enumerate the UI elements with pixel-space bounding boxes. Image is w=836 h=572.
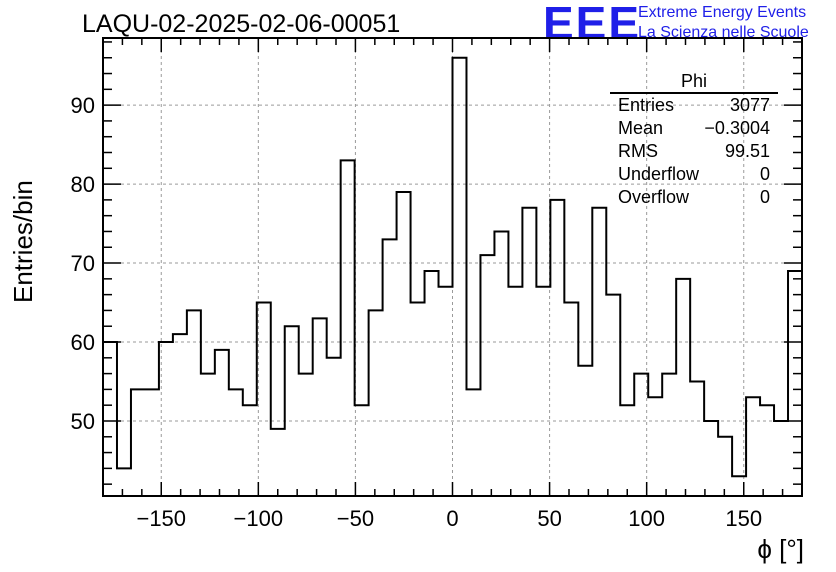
histogram-bin	[536, 287, 550, 496]
stats-row-mean: Mean −0.3004	[610, 117, 778, 140]
histogram-bin	[159, 342, 173, 496]
histogram-bin	[620, 405, 634, 496]
stats-row-overflow: Overflow 0	[610, 186, 778, 209]
histogram-bin	[369, 310, 383, 496]
histogram-outline	[102, 56, 803, 496]
x-tick-label: 0	[446, 506, 458, 531]
stats-value: 0	[759, 187, 770, 207]
histogram-bin	[299, 374, 313, 496]
histogram-bin	[117, 468, 131, 496]
stats-value: 99.51	[724, 141, 770, 161]
x-axis-label: ϕ [°]	[757, 534, 804, 564]
y-tick-label: 60	[71, 330, 95, 355]
histogram-bin	[662, 374, 676, 496]
stats-label: Mean	[618, 118, 664, 138]
histogram-bin	[439, 287, 453, 496]
histogram-bin	[592, 208, 606, 496]
histogram-bin	[425, 271, 439, 496]
histogram-bin	[466, 389, 480, 496]
stats-title: Phi	[610, 70, 778, 94]
stats-label: Entries	[618, 95, 675, 115]
logo-text-line2: La Scienza nelle Scuole	[638, 24, 809, 41]
histogram-bin	[578, 366, 592, 496]
histogram-bin	[201, 374, 215, 496]
histogram-bin	[634, 374, 648, 496]
stats-value: −0.3004	[704, 118, 770, 138]
logo-text-line1: Extreme Energy Events	[638, 4, 807, 21]
stats-label: RMS	[618, 141, 658, 161]
histogram-bin	[341, 160, 355, 496]
y-tick-label: 90	[71, 93, 95, 118]
histogram-bin	[746, 397, 760, 496]
stats-box: Phi Entries 3077 Mean −0.3004 RMS 99.51 …	[610, 70, 778, 209]
y-tick-label: 80	[71, 172, 95, 197]
histogram-bin	[564, 303, 578, 496]
histogram-bin	[453, 58, 467, 496]
histogram-bin	[327, 358, 341, 496]
histogram-bin	[131, 389, 145, 496]
histogram-bin	[606, 295, 620, 496]
histogram-bin	[397, 192, 411, 496]
x-tick-label: 150	[725, 506, 762, 531]
histogram-bin	[411, 303, 425, 496]
histogram-bin	[718, 437, 732, 496]
histogram-bin	[187, 310, 201, 496]
histogram-bin	[508, 287, 522, 496]
histogram-bin	[383, 239, 397, 496]
histogram-bin	[173, 334, 187, 496]
histogram-bin	[215, 350, 229, 496]
histogram-bin	[285, 326, 299, 496]
histogram-bin	[480, 255, 494, 496]
histogram-bin	[760, 405, 774, 496]
histogram-bin	[355, 405, 369, 496]
histogram-bin	[774, 421, 788, 496]
stats-value: 3077	[729, 95, 770, 115]
stats-value: 0	[759, 164, 770, 184]
stats-row-entries: Entries 3077	[610, 94, 778, 117]
histogram-bin	[704, 421, 718, 496]
histogram-bin	[494, 231, 508, 496]
histogram-bin	[145, 389, 159, 496]
x-tick-label: 50	[537, 506, 561, 531]
y-axis-label: Entries/bin	[8, 180, 38, 303]
stats-label: Overflow	[618, 187, 690, 207]
histogram-bin	[648, 397, 662, 496]
chart-title: LAQU-02-2025-02-06-00051	[82, 10, 401, 38]
x-tick-label: −150	[136, 506, 186, 531]
x-tick-label: −100	[234, 506, 284, 531]
x-tick-label: 100	[628, 506, 665, 531]
x-tick-label: −50	[337, 506, 374, 531]
histogram-bin	[676, 279, 690, 496]
histogram-bin	[550, 200, 564, 496]
histogram-bin	[313, 318, 327, 496]
histogram-bin	[522, 208, 536, 496]
stats-row-underflow: Underflow 0	[610, 163, 778, 186]
histogram-bin	[257, 303, 271, 496]
histogram-bin	[690, 382, 704, 497]
histogram-bin	[788, 271, 802, 496]
stats-label: Underflow	[618, 164, 700, 184]
y-tick-label: 50	[71, 409, 95, 434]
stats-row-rms: RMS 99.51	[610, 140, 778, 163]
histogram-bin	[103, 342, 117, 496]
histogram-bin	[243, 405, 257, 496]
histogram-bin	[229, 389, 243, 496]
histogram-bin	[271, 429, 285, 496]
y-tick-label: 70	[71, 251, 95, 276]
